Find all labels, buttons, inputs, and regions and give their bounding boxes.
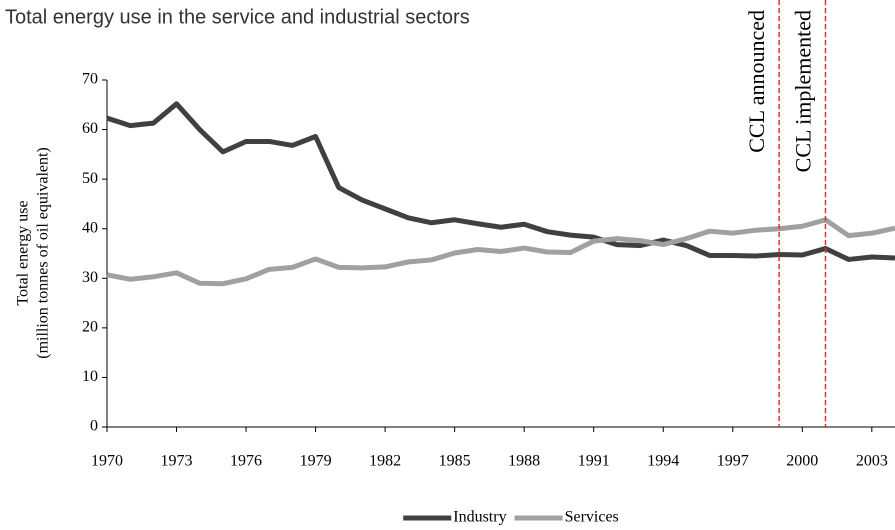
x-tick-label: 2003 <box>856 453 888 470</box>
y-axis-label-line: Total energy use <box>15 200 32 305</box>
x-tick-label: 1970 <box>91 453 123 470</box>
legend-label: Services <box>565 509 619 526</box>
x-tick-label: 1997 <box>717 453 749 470</box>
y-tick-label: 70 <box>82 71 98 88</box>
y-tick-label: 0 <box>90 418 98 435</box>
x-tick-label: 1991 <box>578 453 610 470</box>
y-tick-label: 20 <box>82 319 98 336</box>
series-line <box>106 101 895 262</box>
x-tick-label: 1982 <box>369 453 401 470</box>
x-tick-label: 1985 <box>439 453 471 470</box>
y-tick-label: 40 <box>82 219 98 236</box>
y-axis-label: Total energy use (million tonnes of oil … <box>15 147 52 359</box>
annotation-label: CCL announced <box>744 10 769 153</box>
x-tick-label: 2000 <box>786 453 818 470</box>
y-tick-label: 50 <box>82 170 98 187</box>
y-tick-label: 60 <box>82 120 98 137</box>
y-tick-label: 30 <box>82 269 98 286</box>
x-tick-label: 1976 <box>230 453 262 470</box>
series-line <box>106 217 895 287</box>
x-tick-label: 1994 <box>647 453 679 470</box>
legend-label: Industry <box>453 509 506 526</box>
y-axis-label-line: (million tonnes of oil equivalent) <box>35 147 52 359</box>
chart-title: Total energy use in the service and indu… <box>5 6 470 28</box>
x-tick-label: 1979 <box>300 453 332 470</box>
y-tick-label: 10 <box>82 368 98 385</box>
annotation-label: CCL implemented <box>791 10 816 172</box>
x-tick-label: 1988 <box>508 453 540 470</box>
x-tick-label: 1973 <box>161 453 193 470</box>
legend: Industry Services <box>403 509 619 526</box>
